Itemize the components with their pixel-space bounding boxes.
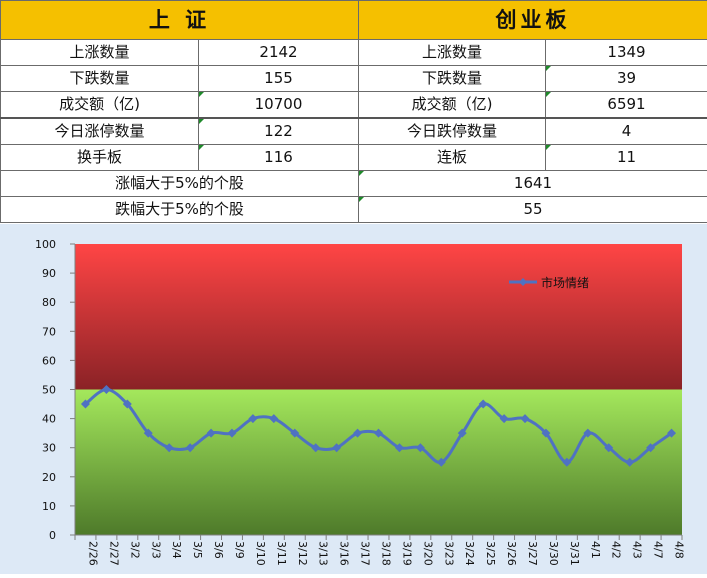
cell-marker (199, 119, 204, 124)
x-tick-label: 3/5 (191, 541, 204, 559)
row-value: 39 (546, 66, 707, 92)
y-tick-label: 30 (42, 442, 56, 455)
x-tick-label: 2/27 (107, 541, 120, 566)
x-tick-label: 4/2 (610, 541, 623, 559)
cell-marker (546, 145, 551, 150)
row-label: 今日跌停数量 (359, 118, 546, 145)
y-tick-label: 100 (35, 238, 56, 251)
row-value: 11 (546, 145, 707, 171)
chinext-header: 创业板 (359, 1, 707, 40)
table-row: 涨幅大于5%的个股 1641 (1, 171, 707, 197)
upper-band (75, 244, 682, 390)
legend-label: 市场情绪 (541, 275, 589, 290)
row-value: 55 (359, 197, 707, 223)
row-label: 今日涨停数量 (1, 118, 199, 145)
cell-marker (199, 145, 204, 150)
x-tick-label: 3/24 (463, 541, 476, 566)
table-row: 上涨数量 2142 上涨数量 1349 (1, 40, 707, 66)
x-tick-label: 3/20 (421, 541, 434, 566)
stats-table-area: 上 证 创业板 上涨数量 2142 上涨数量 1349 下跌数量 155 下跌数… (0, 0, 707, 224)
row-label: 下跌数量 (359, 66, 546, 92)
row-label: 上涨数量 (1, 40, 199, 66)
row-value: 1349 (546, 40, 707, 66)
x-tick-label: 3/3 (149, 541, 162, 559)
x-tick-label: 3/13 (317, 541, 330, 566)
row-label: 涨幅大于5%的个股 (1, 171, 359, 197)
sentiment-line-chart: 0 10 20 30 40 50 60 70 80 90 100 2/26 2/27 3/2 3/3 3/4… (0, 224, 707, 574)
y-tick-label: 0 (49, 529, 56, 542)
cell-marker (359, 171, 364, 176)
x-tick-label: 3/9 (233, 541, 246, 559)
x-tick-label: 4/8 (673, 541, 686, 559)
y-tick-label: 40 (42, 413, 56, 426)
x-tick-label: 2/26 (86, 541, 99, 566)
x-tick-label: 3/18 (380, 541, 393, 566)
row-label: 成交额（亿) (359, 92, 546, 119)
x-tick-label: 3/10 (254, 541, 267, 566)
x-tick-label: 4/1 (589, 541, 602, 559)
y-tick-label: 80 (42, 296, 56, 309)
x-tick-label: 4/3 (631, 541, 644, 559)
lower-band (75, 390, 682, 536)
row-value: 2142 (199, 40, 359, 66)
x-tick-label: 3/23 (442, 541, 455, 566)
table-row: 跌幅大于5%的个股 55 (1, 197, 707, 223)
x-tick-label: 3/17 (359, 541, 372, 566)
x-tick-label: 3/16 (338, 541, 351, 566)
row-label: 下跌数量 (1, 66, 199, 92)
y-tick-label: 10 (42, 500, 56, 513)
y-tick-label: 90 (42, 267, 56, 280)
row-label: 连板 (359, 145, 546, 171)
row-value: 1641 (359, 171, 707, 197)
x-tick-label: 3/11 (275, 541, 288, 566)
x-tick-label: 3/19 (400, 541, 413, 566)
x-tick-label: 3/31 (568, 541, 581, 566)
table-header-row: 上 证 创业板 (1, 1, 707, 40)
table-row: 换手板 116 连板 11 (1, 145, 707, 171)
shanghai-header: 上 证 (1, 1, 359, 40)
x-tick-label: 3/2 (128, 541, 141, 559)
y-tick-label: 20 (42, 471, 56, 484)
row-label: 跌幅大于5%的个股 (1, 197, 359, 223)
x-tick-label: 3/26 (505, 541, 518, 566)
x-tick-label: 4/7 (652, 541, 665, 559)
x-tick-label: 3/4 (170, 541, 183, 559)
x-tick-label: 3/30 (547, 541, 560, 566)
x-tick-label: 3/25 (484, 541, 497, 566)
cell-marker (546, 92, 551, 97)
cell-marker (359, 197, 364, 202)
row-label: 成交额（亿) (1, 92, 199, 119)
row-value: 116 (199, 145, 359, 171)
chart-area: 0 10 20 30 40 50 60 70 80 90 100 2/26 2/27 3/2 3/3 3/4… (0, 224, 707, 574)
x-tick-label: 3/27 (526, 541, 539, 566)
cell-marker (546, 66, 551, 71)
table-row: 今日涨停数量 122 今日跌停数量 4 (1, 118, 707, 145)
row-value: 155 (199, 66, 359, 92)
row-label: 换手板 (1, 145, 199, 171)
y-tick-label: 50 (42, 384, 56, 397)
stats-table: 上 证 创业板 上涨数量 2142 上涨数量 1349 下跌数量 155 下跌数… (0, 0, 707, 223)
x-tick-label: 3/12 (296, 541, 309, 566)
x-tick-label: 3/6 (212, 541, 225, 559)
table-row: 下跌数量 155 下跌数量 39 (1, 66, 707, 92)
y-tick-label: 60 (42, 354, 56, 367)
row-value: 10700 (199, 92, 359, 119)
y-tick-label: 70 (42, 325, 56, 338)
row-value: 122 (199, 118, 359, 145)
table-row: 成交额（亿) 10700 成交额（亿) 6591 (1, 92, 707, 119)
row-label: 上涨数量 (359, 40, 546, 66)
row-value: 6591 (546, 92, 707, 119)
row-value: 4 (546, 118, 707, 145)
cell-marker (199, 92, 204, 97)
